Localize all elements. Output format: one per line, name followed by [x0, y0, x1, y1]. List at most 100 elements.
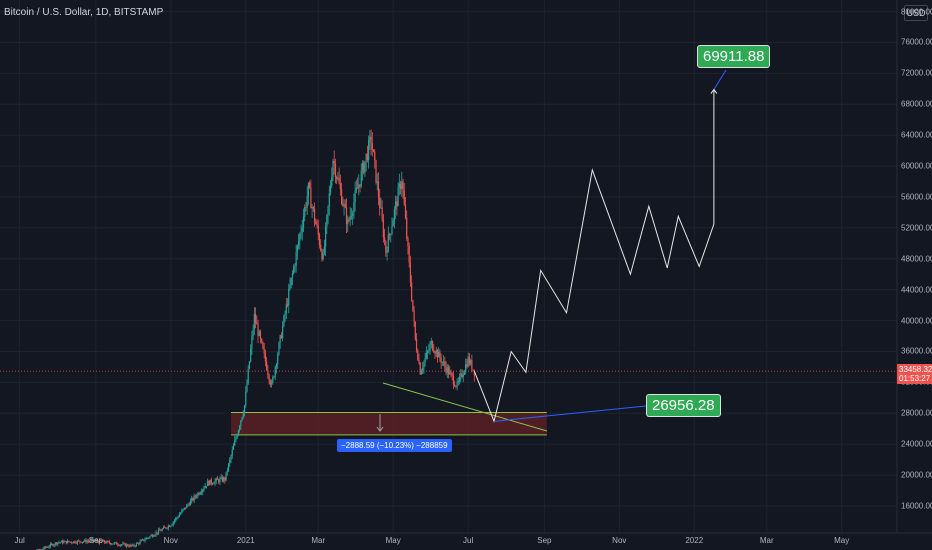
candle-body [130, 544, 133, 546]
candle-body [393, 208, 396, 221]
candle-body [112, 543, 114, 545]
measure-label[interactable]: −2888.59 (−10.23%) −288859 [337, 439, 452, 452]
candle-body [203, 488, 205, 490]
candle-body [150, 535, 152, 537]
candle-body [96, 539, 98, 542]
candle-body [98, 539, 101, 543]
candle-body [322, 252, 324, 260]
candle-body [167, 525, 169, 529]
candle-body [52, 544, 54, 546]
candle-body [285, 304, 287, 314]
candle-body [176, 517, 178, 519]
candle-body [304, 207, 306, 217]
candle-body [181, 510, 183, 514]
candle-body [359, 184, 361, 187]
candle-body [48, 546, 50, 548]
candle-body [46, 547, 48, 548]
candle-body [427, 351, 429, 353]
candle-body [172, 521, 174, 525]
candle-body [101, 540, 103, 542]
candle-body [122, 543, 124, 545]
candle-body [73, 541, 75, 543]
candle-body [60, 540, 63, 543]
candle-body [272, 377, 274, 383]
candle-body [105, 542, 107, 544]
drawing-layer[interactable] [0, 69, 897, 432]
candle-body [449, 371, 451, 375]
candle-body [338, 177, 340, 184]
candle-body [202, 489, 204, 492]
candle-body [84, 539, 86, 542]
candle-body [422, 367, 424, 371]
candle-body [374, 151, 376, 160]
candle-body [275, 364, 278, 368]
currency-badge[interactable]: USD [904, 5, 928, 21]
candle-body [151, 535, 153, 537]
candle-body [358, 184, 360, 189]
candle-body [198, 493, 200, 495]
candle-body [458, 376, 461, 382]
candle-body [472, 369, 474, 371]
candle-body [441, 362, 443, 363]
candle-body [144, 539, 146, 541]
candle-body [251, 335, 253, 349]
candle-body [355, 188, 357, 191]
candle-body [364, 161, 366, 173]
time-tick-label: 2021 [236, 536, 255, 545]
candle-body [473, 369, 475, 376]
time-tick-label: Sep [88, 536, 103, 545]
symbol-title[interactable]: Bitcoin / U.S. Dollar, 1D, BITSTAMP [4, 7, 164, 18]
candle-body [143, 539, 145, 541]
candle-body [237, 430, 239, 436]
candle-body [337, 177, 339, 179]
candle-body [454, 384, 456, 387]
candle-body [354, 190, 356, 202]
price-tick-label: 48000.00 [901, 254, 932, 264]
support-price-label[interactable]: 26956.28 [646, 394, 721, 417]
target-price-label[interactable]: 69911.88 [697, 45, 771, 68]
candle-body [246, 383, 248, 392]
candle-series [36, 129, 475, 550]
candle-body [447, 367, 450, 375]
candle-body [377, 181, 380, 198]
candle-body [267, 370, 269, 375]
time-tick-label: May [385, 536, 401, 545]
candle-body [193, 495, 195, 501]
time-tick-label: Nov [163, 536, 178, 545]
support-zone[interactable] [231, 411, 547, 436]
candle-body [173, 520, 176, 522]
candle-body [224, 477, 226, 481]
candle-body [414, 321, 416, 339]
candle-body [80, 541, 82, 543]
candle-body [62, 540, 64, 544]
candle-body [349, 216, 351, 221]
candle-body [328, 193, 330, 207]
candle-body [129, 544, 131, 547]
candle-body [294, 265, 296, 267]
candle-body [183, 507, 185, 510]
candle-body [121, 544, 123, 546]
candle-body [269, 380, 271, 385]
candle-body [216, 478, 219, 480]
candle-body [465, 364, 467, 372]
candle-body [326, 215, 328, 227]
candle-body [219, 478, 221, 483]
price-tick-label: 16000.00 [901, 501, 932, 511]
price-tick-label: 72000.00 [901, 68, 932, 78]
candle-body [264, 353, 267, 362]
candle-body [284, 313, 286, 316]
candle-body [197, 493, 199, 497]
candle-body [242, 413, 244, 418]
price-tick-label: 56000.00 [901, 192, 932, 202]
candle-body [87, 541, 90, 542]
candle-body [64, 540, 66, 542]
candle-body [360, 170, 362, 187]
candle-body [188, 504, 190, 506]
candle-body [161, 528, 163, 531]
candle-body [385, 241, 387, 253]
candle-body [139, 541, 141, 544]
candle-body [384, 237, 386, 242]
candle-body [214, 480, 216, 484]
candle-body [63, 541, 65, 544]
